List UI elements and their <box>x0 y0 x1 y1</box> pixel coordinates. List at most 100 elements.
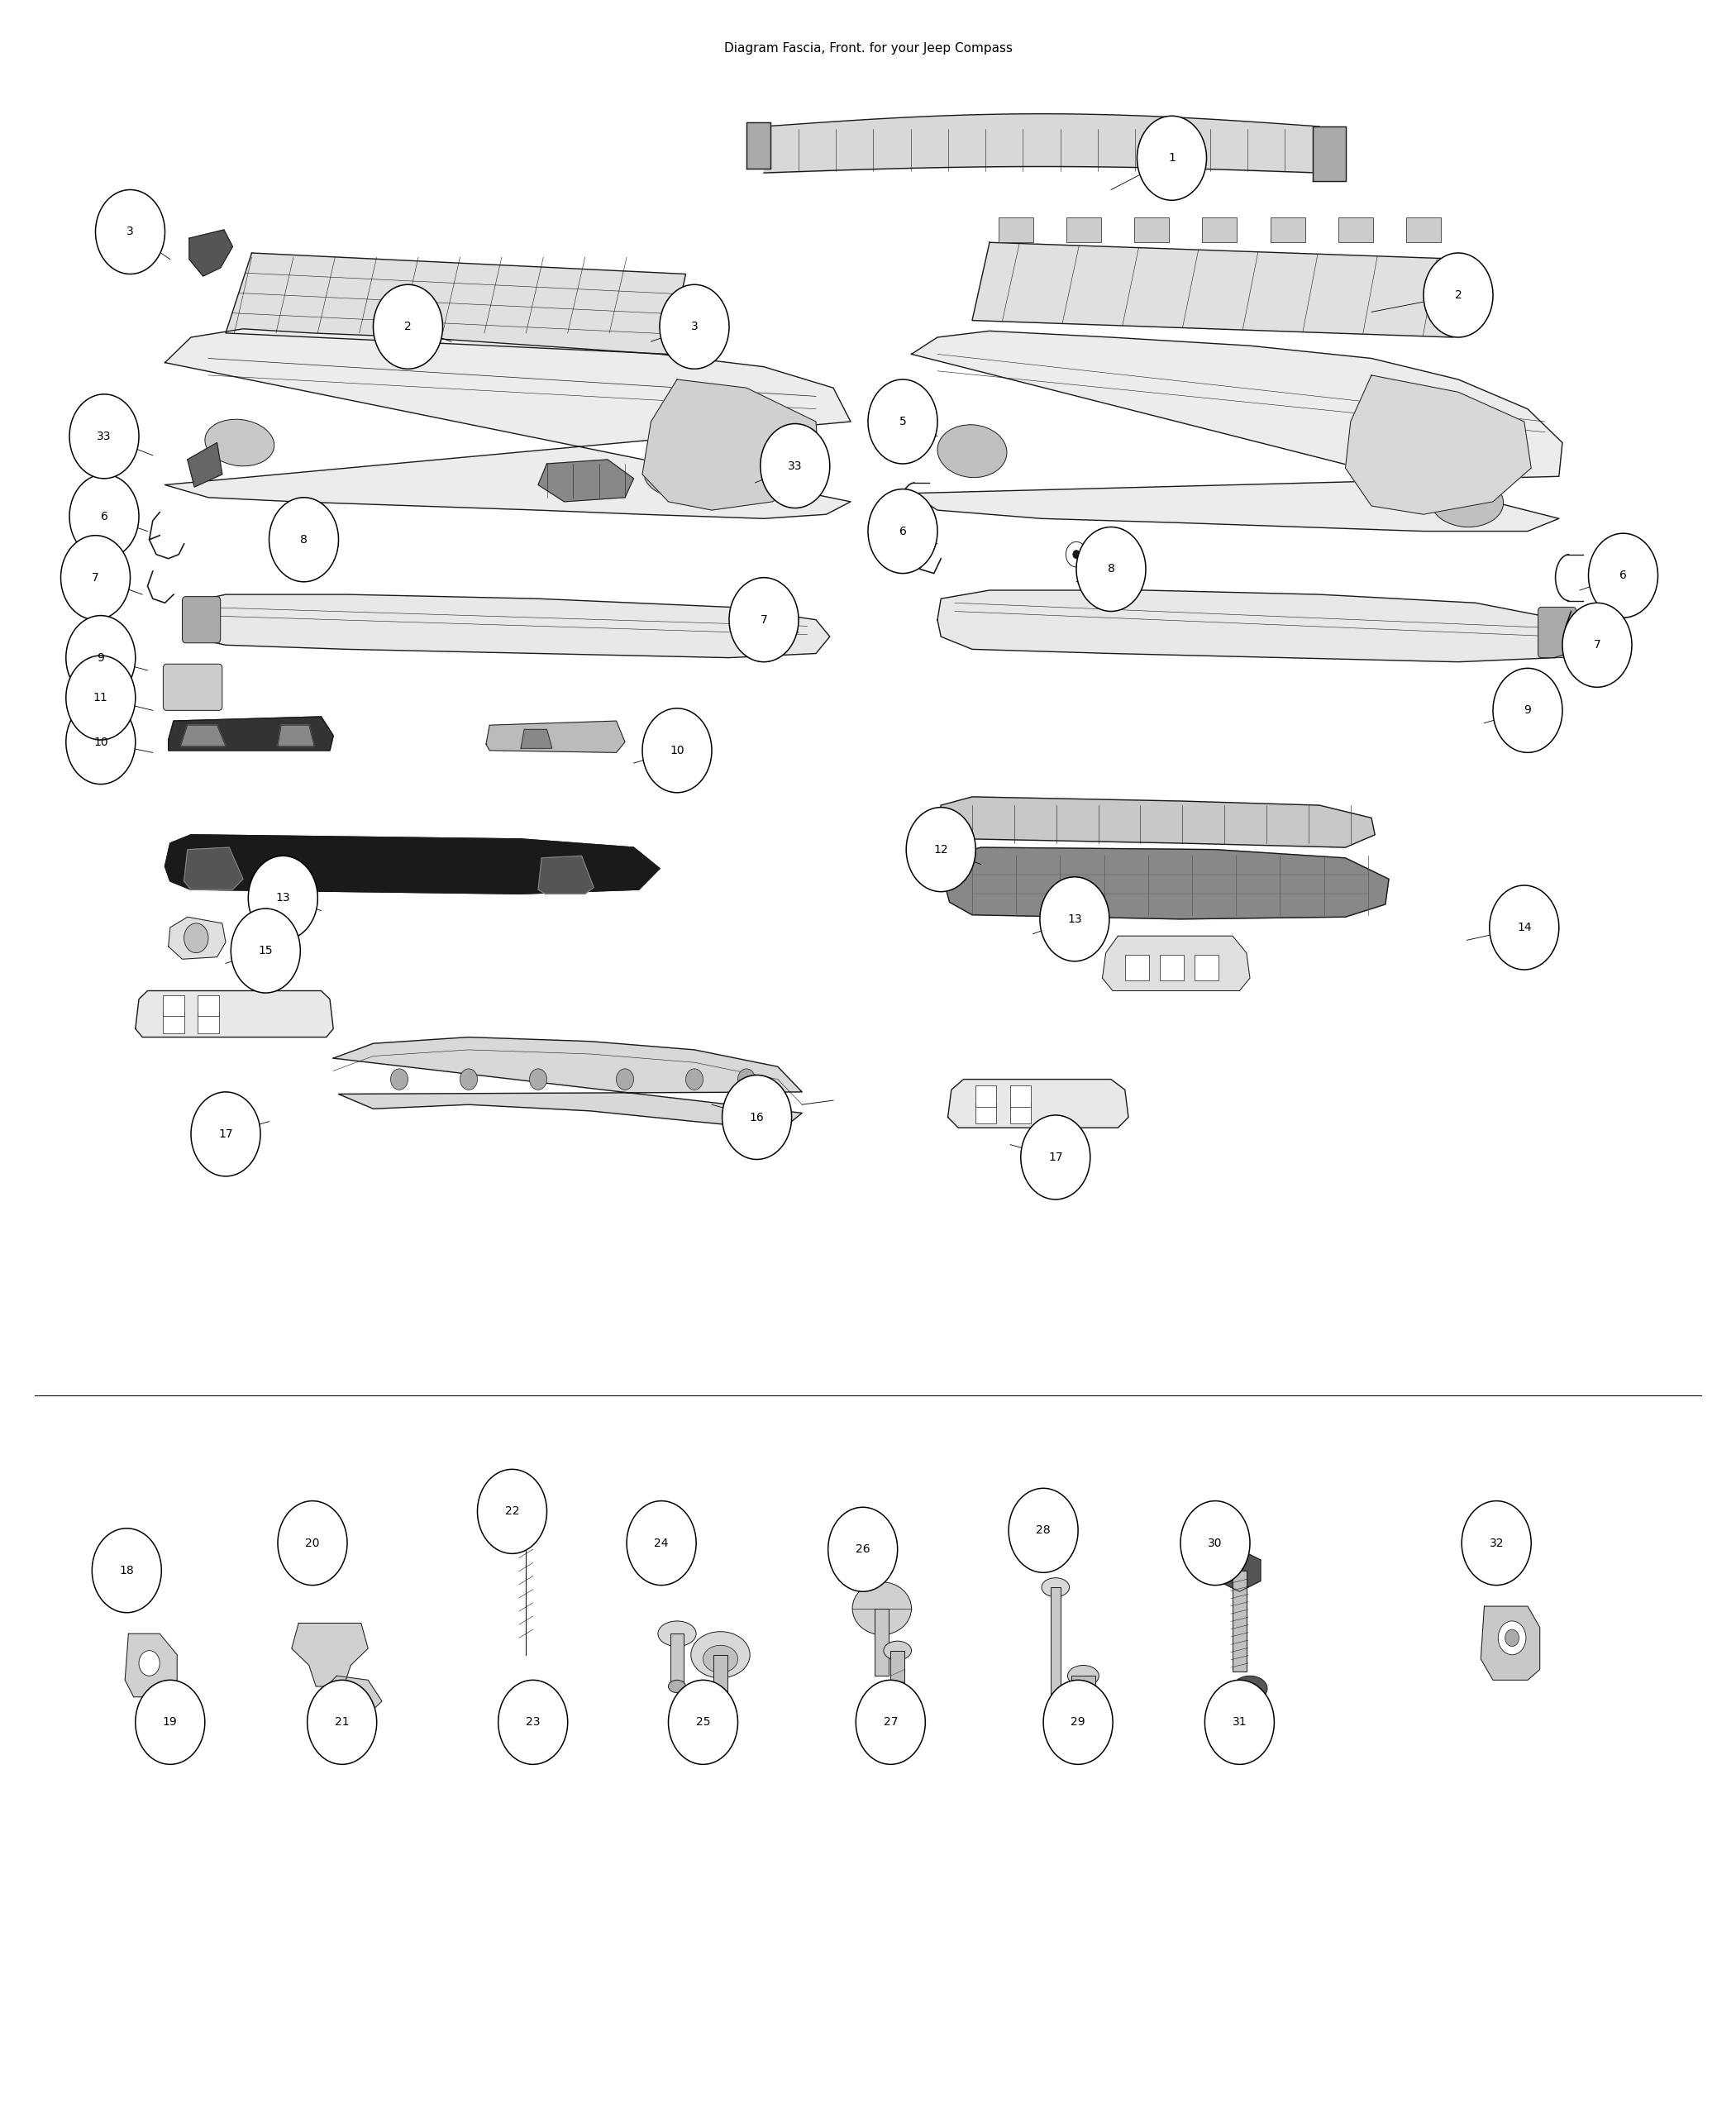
Text: 7: 7 <box>760 613 767 626</box>
Polygon shape <box>538 856 594 894</box>
Ellipse shape <box>205 419 274 466</box>
Text: 5: 5 <box>899 415 906 428</box>
Circle shape <box>529 1069 547 1090</box>
Polygon shape <box>316 1676 382 1735</box>
Bar <box>976 1086 996 1107</box>
Text: 19: 19 <box>163 1716 177 1729</box>
Circle shape <box>248 856 318 940</box>
Polygon shape <box>937 797 1375 847</box>
Circle shape <box>738 1069 755 1090</box>
Bar <box>713 1655 727 1718</box>
Circle shape <box>722 1075 792 1159</box>
Polygon shape <box>937 590 1573 662</box>
FancyBboxPatch shape <box>182 597 220 643</box>
Circle shape <box>1489 885 1559 970</box>
Bar <box>1338 217 1373 242</box>
Text: 33: 33 <box>97 430 111 443</box>
Text: 8: 8 <box>1108 563 1115 575</box>
Text: 32: 32 <box>1489 1537 1503 1549</box>
Bar <box>875 1608 889 1676</box>
Circle shape <box>828 1507 898 1592</box>
Circle shape <box>477 1469 547 1554</box>
Ellipse shape <box>668 1680 686 1693</box>
Text: 6: 6 <box>101 510 108 523</box>
Bar <box>670 1634 684 1686</box>
Text: 16: 16 <box>750 1111 764 1124</box>
Circle shape <box>1040 877 1109 961</box>
Bar <box>1071 1676 1095 1722</box>
Circle shape <box>1180 1501 1250 1585</box>
Circle shape <box>729 578 799 662</box>
Circle shape <box>69 394 139 479</box>
Circle shape <box>460 1069 477 1090</box>
Ellipse shape <box>1233 1676 1267 1701</box>
Text: 22: 22 <box>505 1505 519 1518</box>
Ellipse shape <box>528 1741 549 1754</box>
Bar <box>531 1693 545 1748</box>
Circle shape <box>1076 527 1146 611</box>
Circle shape <box>69 474 139 559</box>
FancyBboxPatch shape <box>1538 607 1576 658</box>
Circle shape <box>868 379 937 464</box>
Ellipse shape <box>703 1644 738 1674</box>
Circle shape <box>1066 542 1087 567</box>
Text: 30: 30 <box>1208 1537 1222 1549</box>
Ellipse shape <box>160 1731 187 1748</box>
Polygon shape <box>911 331 1562 531</box>
Circle shape <box>616 1069 634 1090</box>
Circle shape <box>1137 116 1207 200</box>
Polygon shape <box>168 917 226 959</box>
Circle shape <box>856 1680 925 1764</box>
Ellipse shape <box>937 424 1007 479</box>
Bar <box>891 1651 904 1760</box>
Text: 9: 9 <box>1524 704 1531 717</box>
Polygon shape <box>292 1623 368 1686</box>
Ellipse shape <box>523 1682 554 1703</box>
Polygon shape <box>168 717 333 750</box>
Bar <box>1125 955 1149 980</box>
Text: 26: 26 <box>856 1543 870 1556</box>
Ellipse shape <box>1430 476 1503 527</box>
Ellipse shape <box>1068 1665 1099 1686</box>
Text: 7: 7 <box>1594 639 1601 651</box>
Circle shape <box>627 1501 696 1585</box>
Circle shape <box>66 700 135 784</box>
Circle shape <box>1021 1115 1090 1199</box>
Bar <box>1134 217 1168 242</box>
Bar <box>1010 1086 1031 1107</box>
Circle shape <box>1493 668 1562 753</box>
Text: 3: 3 <box>691 320 698 333</box>
Polygon shape <box>184 847 243 890</box>
Text: 9: 9 <box>97 651 104 664</box>
Text: 29: 29 <box>1071 1716 1085 1729</box>
Polygon shape <box>187 443 222 487</box>
Text: 25: 25 <box>696 1716 710 1729</box>
Ellipse shape <box>884 1640 911 1661</box>
Text: 12: 12 <box>934 843 948 856</box>
Polygon shape <box>186 594 830 658</box>
Polygon shape <box>1219 1549 1260 1592</box>
Circle shape <box>1009 1488 1078 1573</box>
Circle shape <box>135 1680 205 1764</box>
Ellipse shape <box>852 1581 911 1636</box>
Polygon shape <box>486 721 625 753</box>
Circle shape <box>92 1528 161 1613</box>
Circle shape <box>278 1501 347 1585</box>
Circle shape <box>269 497 339 582</box>
Circle shape <box>660 285 729 369</box>
Text: 20: 20 <box>306 1537 319 1549</box>
Circle shape <box>139 1651 160 1676</box>
Text: 13: 13 <box>276 892 290 904</box>
Circle shape <box>1505 1629 1519 1646</box>
Ellipse shape <box>1042 1577 1069 1598</box>
Polygon shape <box>125 1634 177 1697</box>
Text: 17: 17 <box>1049 1151 1062 1164</box>
Circle shape <box>1588 533 1658 618</box>
Text: 2: 2 <box>404 320 411 333</box>
Circle shape <box>391 1069 408 1090</box>
Polygon shape <box>226 253 686 354</box>
Bar <box>1160 955 1184 980</box>
Polygon shape <box>1102 936 1250 991</box>
Circle shape <box>1424 253 1493 337</box>
Bar <box>198 995 219 1016</box>
